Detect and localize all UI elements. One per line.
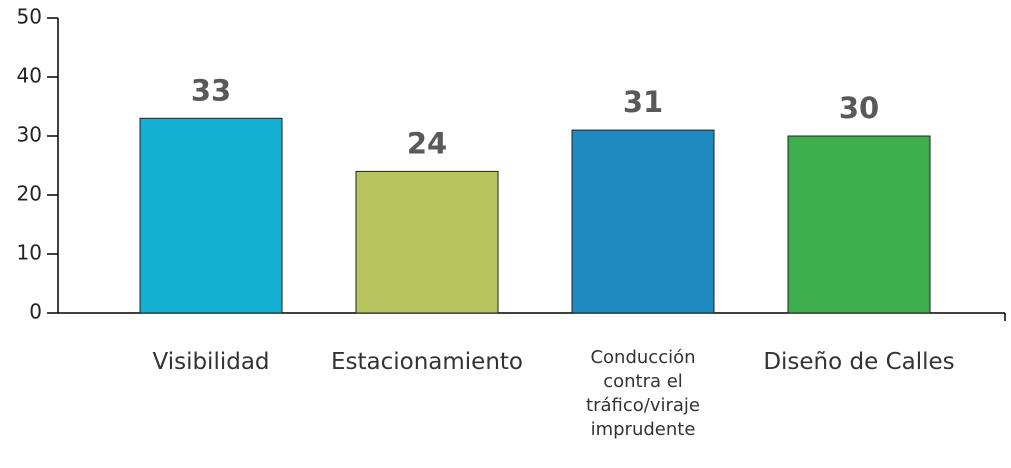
value-label: 31 — [623, 85, 663, 119]
value-label: 24 — [407, 126, 447, 160]
bar — [571, 129, 715, 314]
y-tick-label: 30 — [17, 123, 42, 147]
x-tick-label: Conducción contra el tráfico/viraje impr… — [586, 347, 700, 440]
value-label: 33 — [191, 73, 231, 107]
bar — [787, 135, 931, 314]
y-tick-label: 40 — [17, 64, 42, 88]
y-tick-label: 20 — [17, 182, 42, 206]
x-tick-label: Estacionamiento — [330, 349, 524, 375]
value-label: 30 — [839, 91, 879, 125]
bar — [139, 117, 283, 314]
x-tick-label: Diseño de Calles — [763, 349, 955, 375]
y-tick-label: 10 — [17, 241, 42, 265]
y-tick-label: 50 — [17, 5, 42, 29]
x-tick-label: Visibilidad — [152, 349, 270, 375]
bar — [355, 170, 499, 314]
y-tick-label: 0 — [29, 300, 42, 324]
